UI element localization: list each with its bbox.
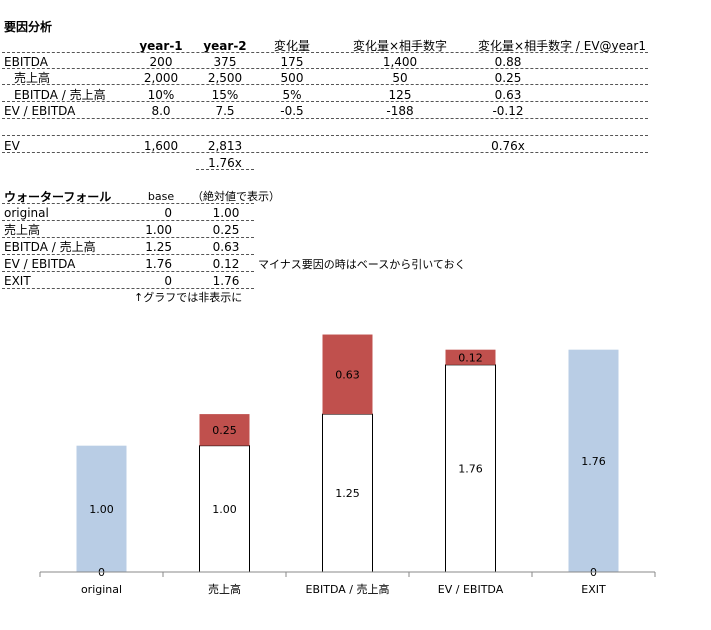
factor-row-label: EBITDA: [4, 55, 48, 69]
bar-base: [445, 364, 496, 573]
factor-cell: 2,500: [207, 71, 243, 85]
waterfall-title: ウォーターフォール: [4, 190, 112, 204]
factor-cell: 375: [213, 55, 237, 69]
header-change-times-other: 変化量×相手数字: [352, 39, 448, 53]
factor-cell: 8.0: [151, 104, 171, 118]
ev-row-label: EV: [4, 139, 20, 153]
ev-ratio-change: 0.76x: [491, 139, 525, 153]
waterfall-abs-value: 0.63: [212, 240, 240, 254]
bar-delta-label: 0.63: [335, 368, 360, 381]
bar-delta-label: 0.12: [458, 351, 483, 364]
waterfall-abs-header: （絶対値で表示）: [192, 190, 280, 203]
header-change: 変化量: [273, 39, 310, 53]
bar-base: [322, 413, 373, 573]
waterfall-base-value: 1.00: [145, 223, 172, 237]
factor-row-label: EV / EBITDA: [4, 104, 76, 118]
bar-delta: [76, 445, 127, 572]
factor-cell: 0.88: [494, 55, 522, 69]
ev-year-2: 2,813: [207, 139, 243, 153]
bar-base: [199, 445, 250, 573]
bar-delta: [322, 334, 373, 415]
factor-cell: 0.63: [494, 88, 522, 102]
waterfall-abs-value: 1.76: [212, 274, 240, 288]
ev-growth-ratio: 1.76x: [208, 156, 242, 170]
factor-cell: 500: [280, 71, 304, 85]
waterfall-base-value: 1.76: [145, 257, 172, 271]
factor-cell: 200: [149, 55, 173, 69]
factor-row-label: 売上高: [14, 71, 51, 85]
waterfall-row-label: 売上高: [4, 223, 41, 237]
waterfall-base-value: 0: [164, 274, 172, 288]
waterfall-abs-value: 0.25: [212, 223, 240, 237]
factor-cell: 7.5: [215, 104, 235, 118]
note-minus-factor: マイナス要因の時はベースから引いておく: [258, 258, 466, 271]
factor-row-label: EBITDA / 売上高: [14, 88, 106, 102]
x-tick-label: original: [81, 583, 122, 596]
bar-delta: [199, 414, 250, 446]
bar-base-label: 1.76: [458, 462, 483, 475]
waterfall-base-header: base: [147, 190, 175, 203]
waterfall-abs-value: 1.00: [212, 206, 240, 220]
bar-base-label: 1.00: [212, 503, 237, 516]
bar-delta-label: 1.76: [581, 455, 606, 468]
factor-cell: 1,400: [382, 55, 418, 69]
waterfall-row-label: original: [4, 206, 49, 220]
waterfall-row-label: EBITDA / 売上高: [4, 240, 96, 254]
bar-base-label: 1.25: [335, 487, 360, 500]
waterfall-abs-value: 0.12: [212, 257, 240, 271]
x-tick-label: 売上高: [208, 582, 241, 596]
bar-delta: [445, 349, 496, 365]
factor-cell: 2,000: [143, 71, 179, 85]
x-tick-label: EV / EBITDA: [438, 583, 504, 596]
factor-cell: 125: [388, 88, 412, 102]
header-year-2: year-2: [203, 39, 247, 53]
ev-year-1: 1,600: [143, 139, 179, 153]
factor-cell: -188: [386, 104, 414, 118]
factor-cell: -0.12: [492, 104, 524, 118]
factor-cell: -0.5: [280, 104, 304, 118]
factor-cell: 15%: [211, 88, 239, 102]
x-tick-label: EBITDA / 売上高: [306, 582, 390, 596]
factor-cell: 10%: [147, 88, 175, 102]
waterfall-row-label: EXIT: [4, 274, 31, 288]
bar-delta: [568, 349, 619, 572]
factor-cell: 0.25: [494, 71, 522, 85]
factor-cell: 175: [280, 55, 304, 69]
factor-analysis-title: 要因分析: [4, 20, 53, 34]
x-tick-label: EXIT: [581, 583, 606, 596]
waterfall-base-value: 1.25: [145, 240, 172, 254]
header-year-1: year-1: [139, 39, 183, 53]
waterfall-row-label: EV / EBITDA: [4, 257, 76, 271]
factor-cell: 5%: [282, 88, 302, 102]
note-hidden-in-chart: ↑グラフでは非表示に: [134, 291, 243, 304]
bar-delta-label: 0.25: [212, 424, 237, 437]
bar-delta-label: 1.00: [89, 503, 114, 516]
factor-cell: 50: [392, 71, 408, 85]
header-change-over-ev: 変化量×相手数字 / EV@year1: [478, 39, 646, 53]
waterfall-base-value: 0: [164, 206, 172, 220]
